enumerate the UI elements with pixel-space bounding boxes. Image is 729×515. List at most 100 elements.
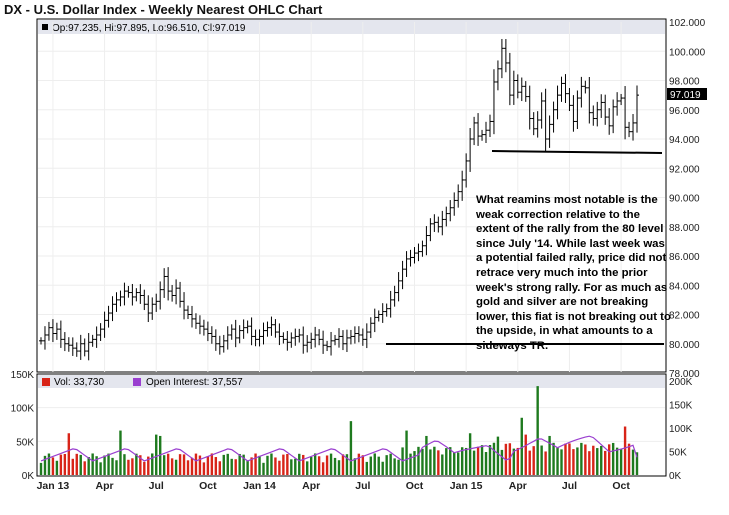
volume-bar: [290, 459, 293, 475]
vol-tick-label: 50K: [16, 437, 34, 448]
price-tick-label: 86.000: [669, 252, 700, 263]
volume-bar: [147, 456, 150, 475]
volume-bar: [238, 453, 241, 475]
open-interest-line: [40, 435, 638, 462]
volume-bar: [55, 460, 59, 475]
volume-bar: [123, 454, 126, 475]
volume-bar: [222, 454, 225, 475]
volume-bar: [143, 461, 146, 475]
volume-bar: [580, 442, 583, 475]
volume-bar: [524, 434, 527, 475]
volume-bar: [441, 454, 444, 475]
volume-bar: [306, 461, 309, 475]
volume-bar: [286, 454, 289, 475]
volume-bar: [178, 454, 182, 475]
volume-bar: [182, 454, 186, 475]
volume-bar: [333, 457, 337, 475]
volume-bar: [71, 458, 74, 475]
volume-bar: [377, 456, 380, 475]
oi-tick-label: 0K: [669, 471, 682, 482]
volume-bar: [464, 447, 468, 475]
volume-bar: [174, 459, 178, 475]
price-grid: [38, 22, 665, 372]
volume-bar: [536, 386, 539, 475]
price-tick-label: 92.000: [669, 164, 700, 175]
volume-bar: [83, 461, 86, 475]
volume-bar: [532, 446, 535, 475]
chart-title: DX - U.S. Dollar Index - Weekly Nearest …: [4, 2, 323, 17]
volume-bar: [604, 450, 607, 475]
volume-bar: [246, 460, 249, 475]
volume-bar: [552, 442, 555, 475]
volume-bar: [611, 442, 615, 475]
volume-bar: [520, 417, 523, 475]
price-tick-label: 100.000: [669, 47, 706, 58]
x-tick-label: Jan 13: [37, 480, 70, 492]
volume-bar: [397, 459, 400, 475]
volume-bar: [43, 455, 47, 475]
volume-bar: [413, 451, 416, 475]
oi-tick-label: 100K: [669, 424, 693, 435]
volume-bar: [99, 462, 102, 475]
x-tick-label: Jan 15: [450, 480, 483, 492]
support-line-93: [491, 150, 663, 154]
volume-legend-bg: [38, 375, 665, 388]
volume-bar: [321, 462, 325, 475]
volume-bar: [91, 453, 94, 475]
vol-tick-label: 150K: [11, 370, 35, 381]
volume-bar: [512, 448, 516, 475]
price-tick-label: 80.000: [669, 340, 700, 351]
volume-bar: [572, 449, 575, 475]
volume-bar: [576, 447, 579, 475]
x-tick-label: Oct: [612, 480, 630, 492]
volume-bar: [373, 453, 376, 475]
vol-tick-label: 100K: [11, 404, 35, 415]
x-tick-label: Apr: [302, 480, 320, 492]
oi-tick-label: 150K: [669, 401, 693, 412]
price-tick-label: 78.000: [669, 369, 700, 380]
volume-bar: [600, 445, 603, 475]
price-tick-label: 96.000: [669, 106, 700, 117]
last-price-label: 97.019: [670, 90, 701, 101]
volume-bar: [623, 426, 627, 475]
volume-bar: [226, 453, 229, 475]
price-tick-label: 98.000: [669, 77, 700, 88]
volume-bar: [488, 445, 492, 475]
volume-bar: [198, 455, 202, 475]
volume-bar: [476, 446, 480, 475]
volume-bar: [353, 458, 357, 475]
volume-bar: [548, 435, 551, 475]
volume-bar: [584, 444, 587, 475]
volume-bar: [421, 448, 424, 475]
volume-bar: [170, 458, 174, 475]
volume-bar: [389, 453, 392, 475]
volume-bar: [393, 458, 396, 475]
volume-bar: [325, 455, 329, 475]
volume-bar: [262, 462, 265, 475]
volume-bar: [433, 446, 436, 475]
volume-bar: [127, 459, 130, 475]
volume-bar: [202, 462, 206, 475]
volume-bar: [51, 457, 55, 475]
volume-bar: [115, 460, 118, 475]
volume-bar: [457, 452, 460, 475]
volume-bar: [385, 455, 388, 475]
volume-bar: [210, 453, 214, 475]
volume-bar: [405, 430, 408, 475]
volume-bar: [166, 453, 170, 475]
volume-bar: [619, 448, 623, 475]
oi-tick-label: 200K: [669, 377, 693, 388]
volume-bar: [588, 451, 591, 475]
volume-bar: [274, 457, 277, 475]
volume-bar: [135, 453, 138, 475]
volume-bar: [111, 457, 114, 475]
volume-bar: [449, 447, 452, 475]
volume-bar: [460, 447, 464, 475]
volume-bar: [369, 456, 372, 475]
volume-bar: [560, 449, 563, 475]
volume-bar: [480, 445, 484, 475]
volume-bar: [294, 458, 297, 475]
volume-bar: [381, 461, 384, 475]
volume-bar: [39, 462, 43, 475]
